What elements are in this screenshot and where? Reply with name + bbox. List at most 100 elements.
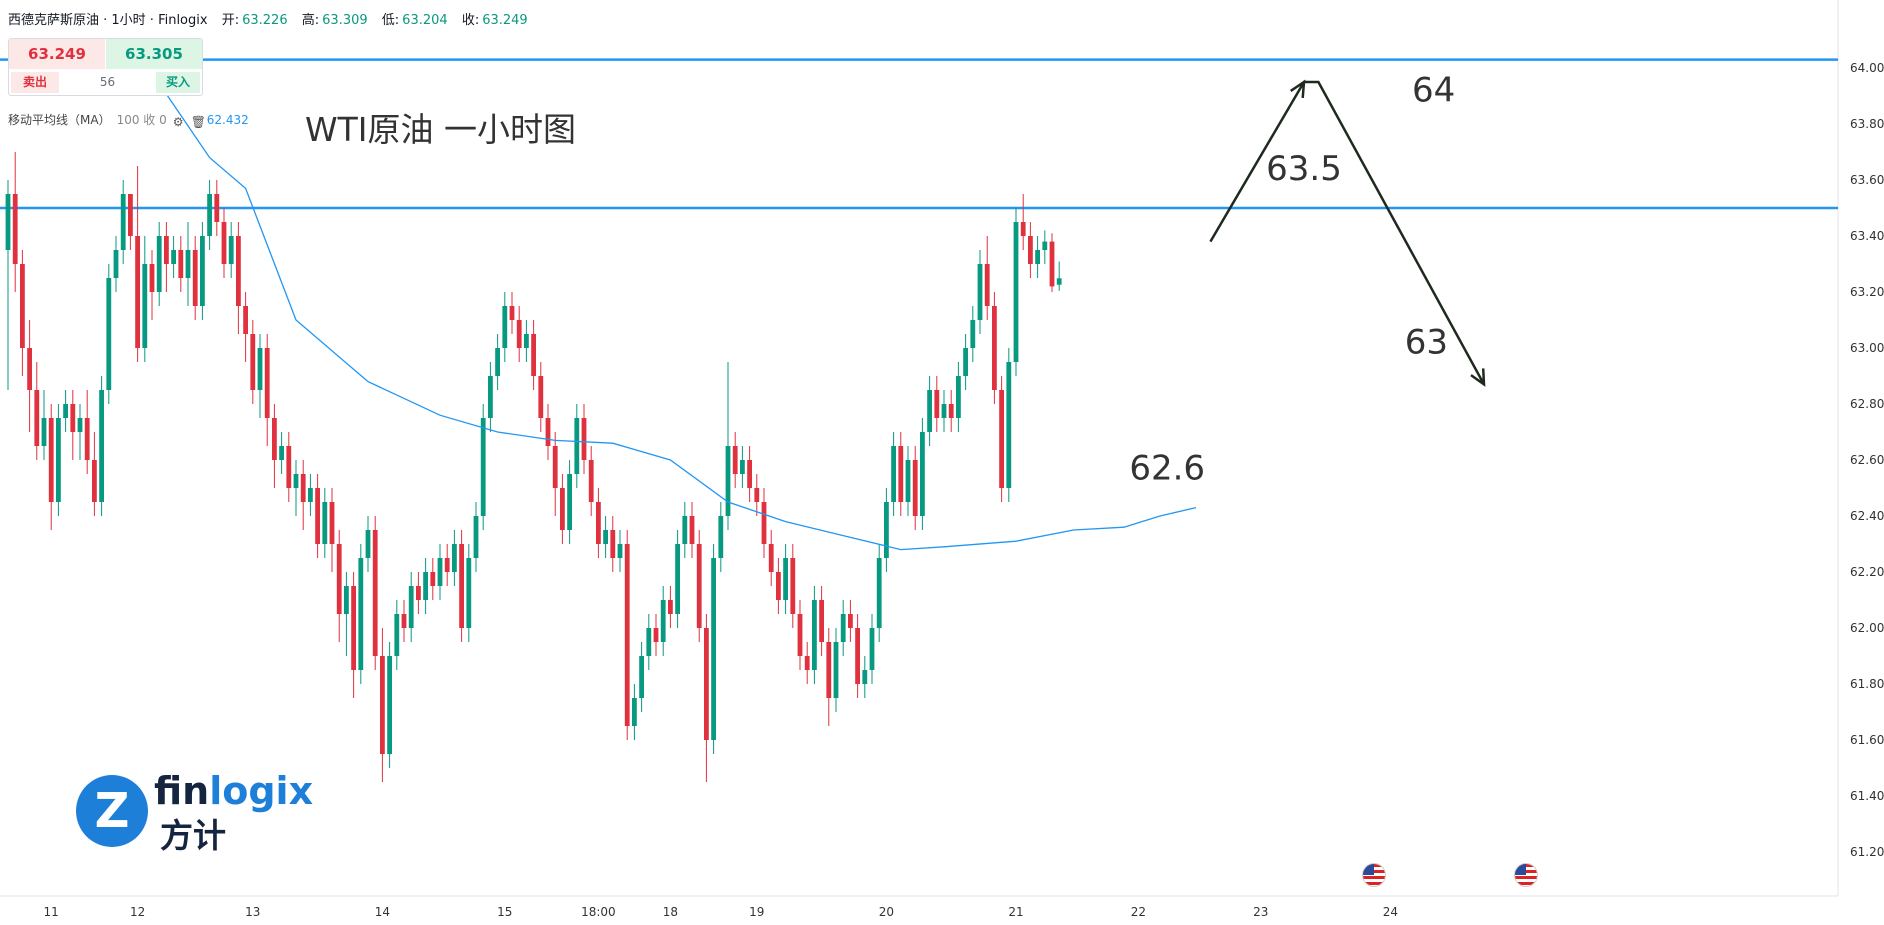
candle-body — [956, 376, 961, 418]
open-label: 开: — [221, 13, 240, 28]
horizontal-levels[interactable] — [0, 58, 1838, 210]
candle-body — [560, 488, 565, 530]
price-annotation[interactable]: 64 — [1412, 71, 1455, 111]
high-value: 63.309 — [322, 13, 368, 28]
candle-body — [761, 502, 767, 544]
candle-body — [790, 558, 796, 614]
candle-body — [516, 320, 522, 348]
candle-body — [401, 614, 407, 628]
candle-body — [1020, 222, 1026, 236]
price-annotation[interactable]: 63.5 — [1266, 149, 1342, 189]
candle-body — [718, 516, 724, 558]
candle-body — [689, 516, 695, 544]
candle-body — [257, 348, 263, 390]
time-axis[interactable]: 11 12 13 14 15 18:00 18 19 20 21 22 23 24 — [44, 905, 1398, 919]
forecast-line[interactable] — [1209, 80, 1486, 386]
price-tick-label: 62.000 — [1850, 621, 1884, 635]
candle-body — [675, 544, 680, 614]
price-annotation[interactable]: 63 — [1405, 323, 1448, 363]
candlestick-series — [5, 152, 1062, 782]
price-tick-label: 61.400 — [1850, 789, 1884, 803]
candle-body — [1049, 241, 1055, 287]
settings-icon[interactable]: ⚙ — [172, 115, 184, 129]
spread-value: 56 — [99, 75, 116, 89]
price-tick-label: 63.600 — [1850, 173, 1884, 187]
buy-price-button[interactable]: 63.305 — [106, 39, 202, 69]
candle-body — [120, 194, 126, 250]
candle-body — [1056, 278, 1062, 285]
price-annotations[interactable]: 64 63.5 63 62.6 — [1129, 71, 1455, 489]
candle-body — [740, 460, 745, 474]
candle-body — [200, 236, 205, 306]
sell-price-button[interactable]: 63.249 — [9, 39, 105, 69]
chart-grid — [0, 0, 1839, 897]
candle-body — [315, 488, 320, 544]
candle-body — [279, 446, 284, 460]
candle-body — [329, 502, 335, 544]
candle-body — [473, 516, 479, 558]
candle-body — [812, 600, 817, 670]
us-flag-event-icon[interactable] — [1363, 864, 1385, 886]
price-axis[interactable]: 61.200 61.400 61.600 61.800 62.000 62.200 62.4… — [1850, 61, 1884, 859]
candle-body — [941, 404, 947, 418]
candle-body — [977, 264, 983, 320]
candle-body — [646, 628, 652, 656]
moving-average-line — [144, 62, 1197, 551]
candle-body — [192, 250, 198, 306]
candle-body — [488, 376, 493, 418]
candle-body — [20, 264, 25, 348]
price-tick-label: 63.400 — [1850, 229, 1884, 243]
candle-body — [480, 418, 486, 516]
candle-body — [27, 348, 32, 390]
indicator-name[interactable]: 移动平均线（MA） — [8, 113, 111, 127]
price-tick-label: 61.200 — [1850, 845, 1884, 859]
candle-body — [106, 278, 112, 390]
price-tick-label: 63.800 — [1850, 117, 1884, 131]
forecast-arrow-path[interactable] — [1209, 79, 1486, 387]
price-annotation[interactable]: 62.6 — [1129, 449, 1205, 489]
candle-body — [898, 446, 904, 502]
candle-body — [344, 586, 349, 614]
candle-body — [603, 530, 608, 544]
candle-body — [862, 670, 868, 684]
candle-body — [797, 614, 803, 656]
symbol-title[interactable]: 西德克萨斯原油 · 1小时 · Finlogix — [8, 13, 208, 28]
candle-body — [804, 656, 810, 670]
candle-body — [56, 418, 61, 502]
time-tick-label: 18 — [663, 905, 678, 919]
candle-body — [430, 572, 436, 586]
us-flag-event-icon[interactable] — [1515, 864, 1537, 886]
ma-line — [144, 62, 1197, 551]
candle-body — [416, 586, 421, 600]
candle-body — [524, 334, 529, 348]
logo-wordmark: finlogix — [154, 769, 314, 813]
time-tick-label: 11 — [44, 905, 59, 919]
logo-mark-icon: Z — [76, 775, 148, 847]
candle-body — [826, 642, 832, 698]
buy-label[interactable]: 买入 — [156, 72, 200, 93]
candle-body — [984, 264, 990, 306]
candle-body — [610, 530, 616, 558]
candle-body — [696, 544, 702, 628]
candle-body — [250, 334, 256, 390]
indicator-params: 100 收 0 — [116, 113, 167, 127]
candle-body — [639, 656, 644, 698]
sell-label[interactable]: 卖出 — [11, 72, 59, 93]
candle-body — [264, 348, 270, 418]
delete-icon[interactable]: 🗑 — [190, 115, 206, 129]
time-tick-label: 12 — [130, 905, 145, 919]
close-value: 63.249 — [482, 13, 528, 28]
candle-body — [156, 236, 162, 292]
candle-body — [963, 348, 968, 376]
candle-body — [394, 614, 400, 656]
time-tick-label: 24 — [1383, 905, 1398, 919]
candle-body — [891, 446, 896, 502]
candle-body — [927, 390, 932, 432]
candle-body — [459, 544, 464, 628]
candle-body — [437, 558, 443, 586]
candle-body — [444, 558, 450, 572]
candle-body — [12, 194, 18, 264]
candle-body — [567, 474, 572, 530]
candle-body — [502, 306, 508, 348]
